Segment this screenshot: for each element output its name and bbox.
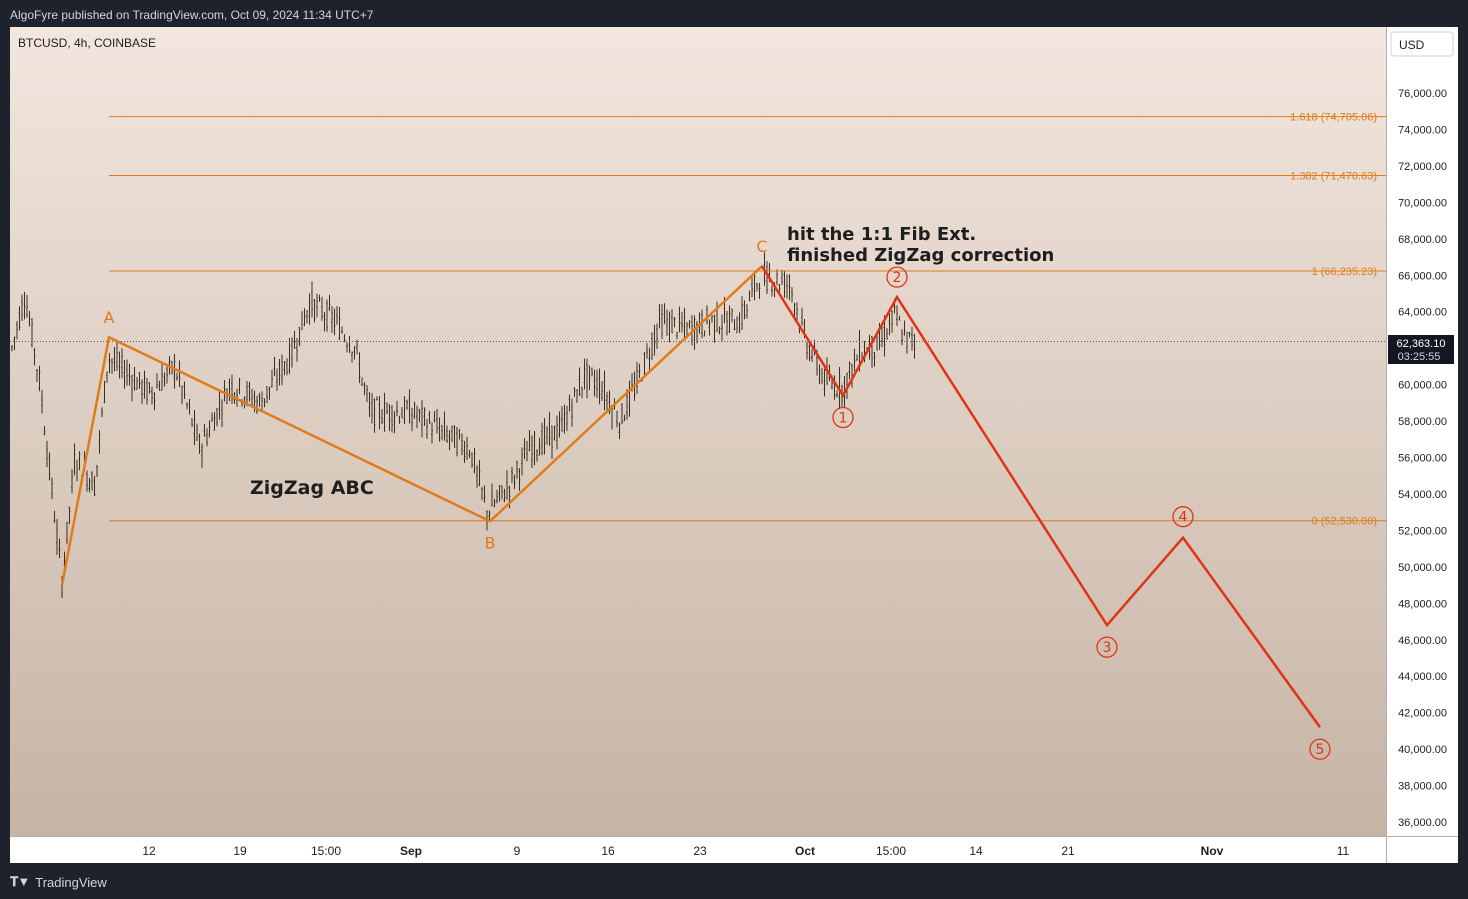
wave-layer[interactable]: A B C 1 2 3 4 5 — [60, 237, 1331, 760]
price-tick-label: 48,000.00 — [1398, 598, 1447, 610]
wave-marker-circle[interactable] — [886, 266, 908, 288]
published-caption: AlgoFyre published on TradingView.com, O… — [10, 8, 374, 22]
price-tick-label: 38,000.00 — [1398, 781, 1447, 793]
price-tick-label: 42,000.00 — [1398, 708, 1447, 720]
price-tick-label: 40,000.00 — [1398, 744, 1447, 756]
time-tick-label: Sep — [400, 844, 422, 858]
wave-label-a[interactable]: A — [104, 308, 115, 327]
time-tick-label: 14 — [969, 844, 983, 858]
tradingview-logo-icon: 𝐓▼ — [10, 874, 30, 889]
time-tick-label: 15:00 — [311, 844, 341, 858]
time-tick-label: 11 — [1337, 844, 1350, 858]
wave-marker-circle[interactable] — [832, 406, 854, 429]
note-line-2[interactable]: finished ZigZag correction — [787, 245, 1054, 266]
wave-label-4[interactable]: 4 — [1179, 510, 1188, 526]
wave-marker-circle[interactable] — [1172, 506, 1194, 528]
price-axis[interactable] — [1386, 27, 1458, 836]
fib-level-label: 1.382 (71,470.63) — [1290, 171, 1377, 183]
candles-layer — [11, 252, 916, 599]
price-tick-label: 60,000.00 — [1398, 380, 1447, 392]
wave-label-5[interactable]: 5 — [1316, 742, 1325, 758]
price-tick-label: 64,000.00 — [1398, 307, 1447, 319]
plot-area[interactable] — [10, 27, 1386, 836]
wave-marker-circle[interactable] — [1096, 636, 1118, 658]
time-tick-label: 15:00 — [876, 844, 906, 858]
price-tick-label: 66,000.00 — [1398, 270, 1447, 282]
symbol-label: BTCUSD, 4h, COINBASE — [18, 36, 156, 50]
price-tick-label: 70,000.00 — [1398, 197, 1447, 209]
wave-marker-circle[interactable] — [1309, 738, 1331, 760]
zigzag-abc-line[interactable] — [60, 265, 763, 586]
last-price-value: 62,363.10 — [1397, 338, 1446, 350]
time-tick-label: Nov — [1201, 844, 1224, 858]
price-tick-label: 56,000.00 — [1398, 453, 1447, 465]
candle-countdown: 03:25:55 — [1398, 351, 1441, 363]
time-tick-label: 23 — [693, 844, 707, 858]
fib-level-label: 1.618 (74,705.06) — [1290, 112, 1377, 124]
price-axis-labels: 36,000.00 38,000.00 40,000.00 42,000.00 44,0… — [1398, 88, 1447, 829]
footer-brand-label: TradingView — [35, 874, 107, 890]
price-tick-label: 72,000.00 — [1398, 161, 1447, 173]
price-tick-label: 50,000.00 — [1398, 562, 1447, 574]
time-tick-label: Oct — [795, 844, 815, 858]
price-tick-label: 46,000.00 — [1398, 635, 1447, 647]
price-tick-label: 44,000.00 — [1398, 671, 1447, 683]
fib-level-label: 0 (52,530.00) — [1312, 516, 1377, 528]
price-tick-label: 54,000.00 — [1398, 489, 1447, 501]
price-tick-label: 76,000.00 — [1398, 88, 1447, 100]
price-tick-label: 68,000.00 — [1398, 234, 1447, 246]
axis-corner — [1386, 836, 1458, 863]
price-tick-label: 52,000.00 — [1398, 525, 1447, 537]
price-tick-label: 36,000.00 — [1398, 817, 1447, 829]
time-tick-label: 16 — [601, 844, 615, 858]
wave-label-c[interactable]: C — [756, 237, 767, 256]
time-tick-label: 19 — [233, 844, 247, 858]
wave-label-1[interactable]: 1 — [839, 411, 848, 427]
impulse-projection-line[interactable] — [760, 265, 1322, 728]
time-tick-label: 9 — [514, 844, 521, 858]
price-tick-label: 58,000.00 — [1398, 416, 1447, 428]
fib-level-label: 1 (66,235.23) — [1312, 266, 1377, 278]
time-tick-label: 12 — [142, 844, 156, 858]
last-price-tag: 62,363.10 03:25:55 — [1388, 335, 1454, 364]
time-tick-label: 21 — [1061, 844, 1075, 858]
wave-label-3[interactable]: 3 — [1103, 640, 1112, 656]
time-axis-labels: 12 19 15:00 Sep 9 16 23 Oct 15:00 14 21 Nov 11 — [142, 844, 1349, 858]
wave-label-2[interactable]: 2 — [893, 270, 902, 286]
wave-label-b[interactable]: B — [485, 533, 496, 552]
currency-label: USD — [1399, 38, 1425, 52]
note-line-1[interactable]: hit the 1:1 Fib Ext. — [787, 224, 976, 245]
currency-button[interactable]: USD — [1390, 31, 1454, 57]
time-axis[interactable] — [10, 836, 1386, 863]
price-tick-label: 74,000.00 — [1398, 124, 1447, 136]
footer-brand[interactable]: 𝐓▼ TradingView — [10, 874, 107, 890]
zigzag-abc-annotation[interactable]: ZigZag ABC — [250, 477, 374, 499]
